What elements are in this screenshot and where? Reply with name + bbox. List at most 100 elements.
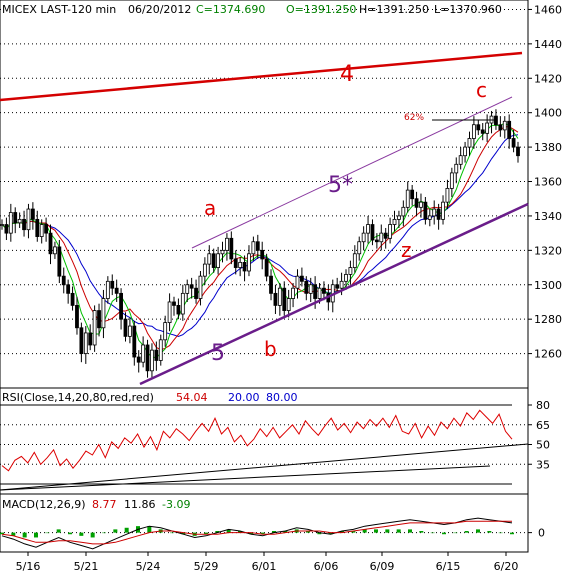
macd-histogram-bar <box>351 531 356 533</box>
price-bar-body <box>216 253 221 268</box>
x-tick-label: 6/20 <box>494 560 519 573</box>
price-y-tick-label: 1360 <box>534 176 562 189</box>
macd-histogram-bar <box>124 527 129 533</box>
macd-histogram-bar <box>260 532 265 535</box>
macd-histogram-bar <box>215 531 220 533</box>
price-bar-body <box>242 261 247 272</box>
price-bar-body <box>423 201 428 220</box>
price-bar-body <box>202 263 207 277</box>
price-bar-body <box>163 322 168 341</box>
macd-header-hist: -3.09 <box>162 498 190 511</box>
price-bar-body <box>264 258 269 277</box>
x-tick-label: 6/09 <box>370 560 395 573</box>
price-bar-body <box>57 246 62 277</box>
price-bar-body <box>167 301 172 324</box>
macd-header-label: MACD(12,26,9) <box>2 498 86 511</box>
price-bar-body <box>463 146 467 157</box>
x-tick-label: 6/15 <box>436 560 461 573</box>
price-header-date: 06/20/2012 <box>128 3 191 16</box>
price-bar-body <box>158 339 163 361</box>
price-bar-body <box>308 284 313 294</box>
macd-histogram-bar <box>476 529 480 533</box>
price-bar-body <box>255 241 260 251</box>
macd-histogram-bar <box>0 532 4 535</box>
rsi-line <box>1 409 513 472</box>
price-bar-body <box>498 124 503 131</box>
trendline-wave-4 <box>0 51 523 102</box>
macd-histogram-bar <box>102 532 106 534</box>
macd-histogram-bar <box>79 532 84 536</box>
macd-histogram-bar <box>385 529 390 533</box>
macd-histogram-bar <box>11 532 16 536</box>
price-bar-body <box>454 163 459 174</box>
x-tick-label: 6/01 <box>252 560 277 573</box>
macd-histogram-bar <box>487 531 492 533</box>
price-bar-body <box>476 124 481 131</box>
price-bar-body <box>22 218 26 231</box>
price-bar-body <box>207 253 212 265</box>
price-bar-body <box>145 344 150 372</box>
macd-histogram-bar <box>328 532 333 535</box>
price-bar-body <box>352 253 357 268</box>
price-bar-body <box>17 218 22 224</box>
price-bar-body <box>4 224 9 234</box>
wave-label-4: 4 <box>340 62 354 87</box>
macd-histogram-bar <box>408 529 412 533</box>
macd-histogram-bar <box>464 531 469 533</box>
price-bar-body <box>502 120 507 131</box>
price-bar-body <box>304 280 309 294</box>
price-bar-body <box>13 212 18 224</box>
price-bar-body <box>61 275 66 286</box>
price-bar-body <box>110 280 115 289</box>
price-bar-body <box>35 218 40 237</box>
rsi-header-upper: 80.00 <box>266 391 298 404</box>
price-header-symbol: MICEX LAST-120 min <box>2 3 116 16</box>
rsi-header-label: RSI(Close,14,20,80,red,red) <box>2 391 154 404</box>
x-tick-label: 5/29 <box>194 560 219 573</box>
x-axis: 5/16 5/21 5/24 5/29 6/01 6/06 6/09 6/15 6/20 <box>0 551 528 573</box>
macd-y-tick-label: 0 <box>538 527 545 540</box>
price-bar-body <box>414 198 419 208</box>
price-bar-body <box>150 349 154 372</box>
price-bar-body <box>132 325 137 358</box>
wave-label-5: 5 <box>211 341 225 366</box>
macd-histogram-bar <box>340 531 344 533</box>
price-bar-body <box>0 224 4 226</box>
price-bar-body <box>471 124 476 139</box>
price-bar-body <box>92 310 97 346</box>
price-bar-body <box>30 208 35 220</box>
macd-histogram-bar <box>45 532 50 534</box>
price-header-bg <box>1 1 301 17</box>
price-bar-body <box>211 253 216 268</box>
price-bar-body <box>339 280 344 289</box>
price-bar-body <box>317 287 322 299</box>
macd-histogram-bar <box>56 529 61 533</box>
macd-header-macd: 8.77 <box>92 498 117 511</box>
x-tick-label: 5/16 <box>16 560 41 573</box>
macd-histogram-bar <box>249 532 254 535</box>
moving-averages <box>1 122 519 359</box>
price-bar-body <box>48 232 53 255</box>
macd-histogram-bar <box>22 532 27 538</box>
trendline-upper-channel <box>191 96 513 249</box>
price-bar-body <box>154 349 159 361</box>
price-bar-body <box>419 201 423 208</box>
price-bar-body <box>8 212 13 234</box>
price-y-tick-label: 1380 <box>534 141 562 154</box>
macd-histogram-bar <box>181 532 186 535</box>
rsi-y-tick-label: 35 <box>536 458 550 471</box>
wave-label-c: c <box>476 78 487 102</box>
price-bar-body <box>277 287 282 306</box>
price-bar-body <box>286 298 291 311</box>
rsi-y-tick-label: 80 <box>536 399 550 412</box>
price-bar-body <box>335 284 340 289</box>
price-bar-body <box>313 284 318 299</box>
rsi-header-value: 54.04 <box>176 391 208 404</box>
rsi-y-tick-label: 50 <box>536 439 550 452</box>
price-bar-body <box>344 274 348 282</box>
price-y-tick-label: 1260 <box>534 348 562 361</box>
price-bar-body <box>119 292 123 320</box>
price-bar-body <box>507 120 512 139</box>
price-header-high: H=1391.250 <box>359 3 429 16</box>
price-y-axis: 1460 1440 1420 1400 1380 1360 1340 1320 1300 1280… <box>528 3 562 361</box>
